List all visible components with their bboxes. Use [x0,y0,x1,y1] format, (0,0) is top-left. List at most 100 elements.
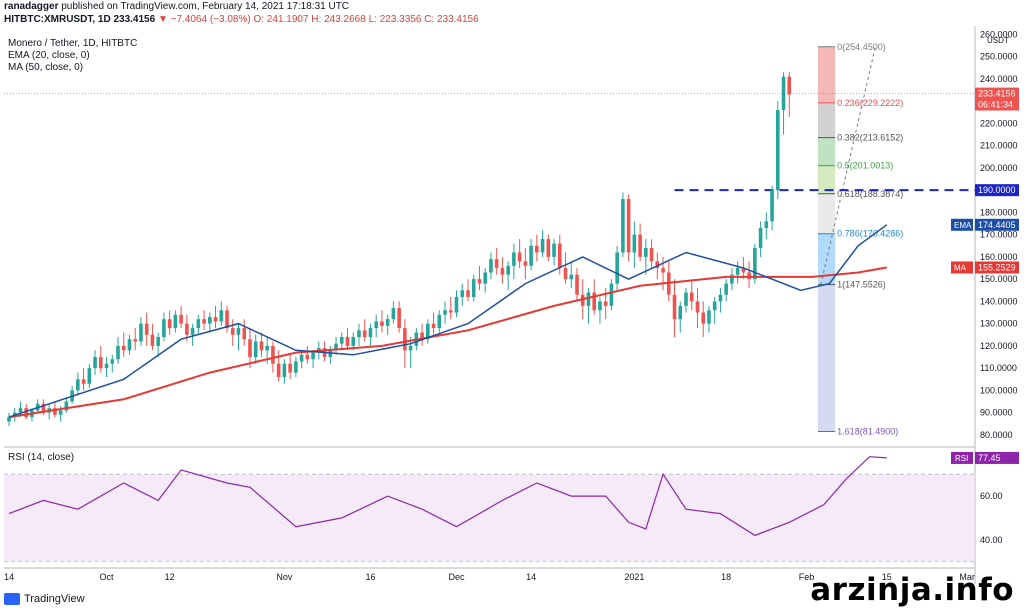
candle-body [632,234,637,253]
rsi-band [4,474,975,562]
candle [93,350,97,375]
candle-body [431,323,436,329]
candle-body [569,274,574,280]
price-tag-bg [975,87,1019,100]
candle-body [93,357,97,369]
candle [202,310,206,331]
candle [328,345,333,364]
candle-body [787,76,792,95]
price-tag-value: 174.4405 [978,220,1016,230]
candle [403,319,407,369]
candle-body [18,408,23,413]
fib-zone [817,46,836,103]
candle [162,312,166,342]
candle [632,221,637,269]
y-tick-label: 200.0000 [980,163,1018,173]
candle-body [483,272,487,284]
y-tick-label: 260.0000 [980,29,1018,39]
candle [173,310,178,333]
ema20-line [8,224,888,418]
candle [506,261,510,291]
candle [489,252,493,280]
candle-body [253,341,258,358]
candle-body [741,268,746,273]
candle [747,261,751,289]
candle [408,336,413,369]
x-tick-label: Feb [799,572,815,582]
candle-body [139,323,143,342]
candle [649,239,654,269]
candle [684,288,688,313]
price-tag-value-bg [975,218,1019,231]
candle-body [649,248,654,262]
candle [357,323,361,346]
candle-body [586,292,591,306]
candle-body [305,354,310,360]
y-tick-label: 120.0000 [980,341,1018,351]
rsi-line [8,456,887,537]
candle [598,296,602,324]
candle-body [512,252,516,266]
candle [707,305,711,333]
candle-body [535,245,539,253]
y-tick-label: 220.0000 [980,118,1018,128]
candle [535,234,539,262]
author[interactable]: ranadagger [4,1,59,12]
candle [443,301,447,324]
candle [730,268,734,291]
candle-body [242,328,247,340]
candle-body [781,76,786,111]
candle [282,359,287,384]
legend-title: Monero / Tether, 1D, HITBTC [8,38,138,49]
candle-body [173,314,178,329]
rsi-tag-key-label: RSI [955,454,968,463]
candle-body [730,274,734,284]
tradingview-logo[interactable]: TradingView [4,593,85,605]
candle [512,243,516,280]
price-tag-key [951,261,973,274]
candle [7,412,11,426]
candle-body [552,243,556,257]
y-tick-label: 110.0000 [980,363,1017,373]
candle-body [580,294,585,306]
candle-body [603,301,608,306]
currency-label: USDT [987,36,1009,45]
price-chart[interactable]: 0(254.4500) 0.236(229.2222) 0.382(213.6152… [0,26,1024,590]
candle-body [724,283,728,295]
candle [552,239,556,266]
candle [305,345,310,364]
candle-body [271,345,275,364]
candle-body [150,334,155,346]
candle-body [529,245,533,266]
x-tick-label: 18 [721,572,731,582]
candle [701,301,706,337]
candle-body [288,363,292,373]
candle-body [592,292,597,311]
candle-body [776,110,780,191]
fib-zone [817,284,836,432]
candle [156,332,160,358]
candle [563,252,568,284]
candle [431,312,436,335]
candle-body [460,290,465,297]
candle-body [53,408,57,415]
candle [70,385,74,404]
candle-body [334,343,338,351]
candle-body [477,279,482,284]
watermark: arzinja.info [810,572,1014,608]
candle [500,256,505,284]
candle [644,239,648,275]
candle-body [506,265,510,275]
candle-body [448,310,453,313]
y-tick-label: 80.0000 [980,430,1013,440]
candle [248,328,252,369]
y-tick-label: 150.0000 [980,274,1018,284]
candle-body [110,359,115,364]
price-tag-key-label: EMA [954,221,972,230]
fib-level-label: 1.618(81.4900) [837,427,898,437]
candle-body [466,290,470,297]
candle-body [638,234,642,257]
candle-body [678,305,683,320]
candle [678,301,683,333]
candle-body [225,310,229,329]
